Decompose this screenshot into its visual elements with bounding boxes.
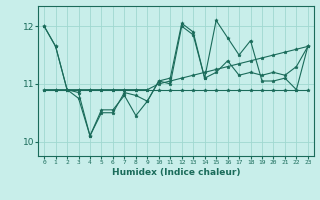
- X-axis label: Humidex (Indice chaleur): Humidex (Indice chaleur): [112, 168, 240, 177]
